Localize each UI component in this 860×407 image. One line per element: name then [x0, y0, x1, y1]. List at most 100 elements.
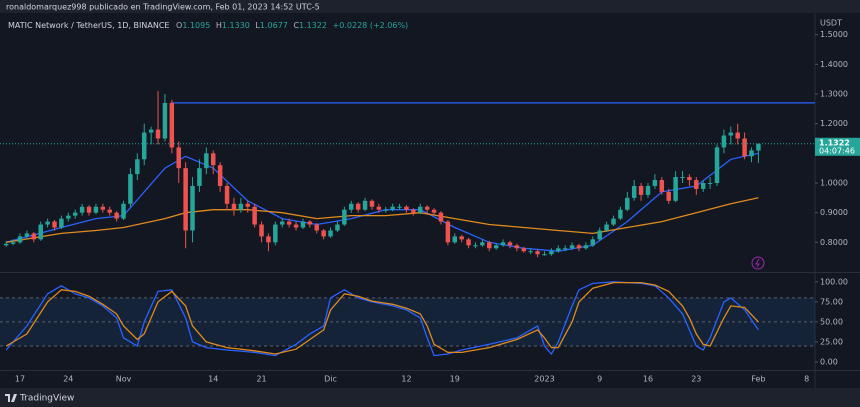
byline: ronaldomarquez998 publicado en TradingVi… [6, 3, 320, 12]
candle-body [155, 129, 161, 139]
candle-body [280, 221, 285, 225]
quote-change: +0.0228 (+2.06%) [333, 21, 409, 30]
candle-body [687, 177, 692, 181]
candle-body [135, 159, 140, 175]
candle-body [473, 245, 478, 247]
candle-body [300, 221, 306, 228]
candle-body [266, 236, 271, 243]
quote-value: 1.0677 [260, 21, 288, 30]
candle-body [183, 168, 188, 231]
x-tick-label: 8 [804, 375, 809, 384]
candle-body [231, 203, 237, 210]
candle-body [17, 236, 23, 243]
y-tick-label: 1.4000 [820, 60, 848, 69]
candle-body [562, 248, 568, 250]
currency: USDT [820, 19, 842, 28]
candle-body [542, 254, 547, 256]
candle-body [431, 209, 437, 213]
x-tick-label: 19 [450, 375, 460, 384]
candle-body [252, 206, 257, 225]
brand: TradingView [19, 394, 74, 404]
candle-body [3, 243, 9, 246]
candle-body [176, 147, 181, 169]
candle-body [342, 209, 347, 225]
candle-body [24, 233, 30, 237]
candle-body [700, 183, 706, 189]
candle-body [749, 150, 754, 157]
candle-body [204, 153, 209, 169]
candle-body [549, 251, 554, 255]
candle-body [148, 129, 154, 133]
top-bar [0, 0, 860, 13]
candle-body [514, 245, 520, 249]
candle-body [480, 242, 485, 246]
candle-body [397, 206, 402, 208]
candle-body [79, 206, 85, 213]
y-tick-label: 0.00 [820, 357, 838, 366]
candle-body [210, 153, 216, 166]
candle-body [735, 132, 740, 139]
candle-body [652, 180, 658, 186]
candle-body [293, 224, 299, 228]
y-tick-label: 1.0000 [820, 179, 848, 188]
candle-body [521, 248, 527, 252]
candle-body [714, 147, 720, 183]
quote-key: H [216, 21, 222, 30]
candle-body [424, 206, 430, 210]
candle-body [259, 224, 264, 237]
line [5, 281, 759, 357]
candle-body [618, 209, 623, 219]
candle-body [680, 177, 685, 179]
candle-body [349, 203, 354, 210]
candle-body [611, 218, 616, 225]
candle-body [307, 221, 313, 225]
countdown: 04:07:46 [819, 146, 855, 155]
candle-body [438, 212, 444, 222]
candle-body [190, 185, 195, 231]
candle-body [335, 224, 340, 231]
candle-body [507, 242, 513, 246]
candle-body [286, 221, 292, 225]
quote-key: L [255, 21, 260, 30]
candle-body [169, 102, 175, 148]
candle-body [493, 245, 499, 249]
candle-body [390, 206, 395, 210]
y-tick-label: 0.8000 [820, 238, 848, 247]
candle-body [362, 200, 368, 210]
quote-key: O [176, 21, 182, 30]
candle-body [162, 102, 168, 139]
bottom-bar [0, 388, 860, 407]
x-tick-label: 14 [208, 375, 218, 384]
candle-body [535, 251, 540, 255]
logo [5, 394, 17, 402]
candle-body [321, 230, 326, 237]
chart-title: MATIC Network / TetherUS, 1D, BINANCE [8, 21, 169, 30]
candle-body [128, 174, 133, 204]
price-label: 1.1322 [819, 138, 850, 147]
candle-body [245, 203, 250, 207]
quote-value: 1.1095 [182, 21, 210, 30]
candle-body [369, 200, 375, 207]
candle-body [707, 183, 713, 184]
candle-body [583, 245, 589, 249]
candle-body [597, 230, 602, 240]
candle-body [638, 185, 644, 195]
candle-body [31, 233, 37, 240]
line [6, 197, 759, 243]
candle-body [721, 135, 727, 148]
candle-body [121, 203, 126, 219]
candle-body [487, 242, 492, 249]
x-tick-label: 16 [643, 375, 653, 384]
quote-line: MATIC Network / TetherUS, 1D, BINANCE O1… [8, 21, 408, 30]
candle-body [756, 143, 761, 151]
candle-body [114, 212, 119, 219]
y-tick-label: 100.00 [820, 277, 848, 286]
x-tick-label: 9 [597, 375, 602, 384]
candle-body [569, 245, 575, 249]
candle-body [528, 251, 533, 253]
event-icon[interactable] [751, 256, 765, 270]
x-tick-label: 12 [401, 375, 411, 384]
